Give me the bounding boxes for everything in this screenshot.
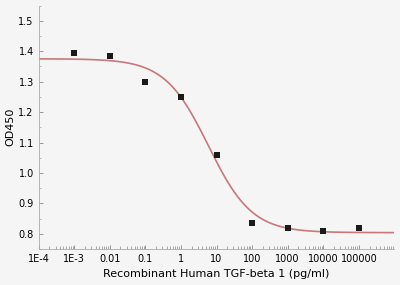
X-axis label: Recombinant Human TGF-beta 1 (pg/ml): Recombinant Human TGF-beta 1 (pg/ml) (103, 269, 330, 280)
Y-axis label: OD450: OD450 (6, 108, 16, 146)
